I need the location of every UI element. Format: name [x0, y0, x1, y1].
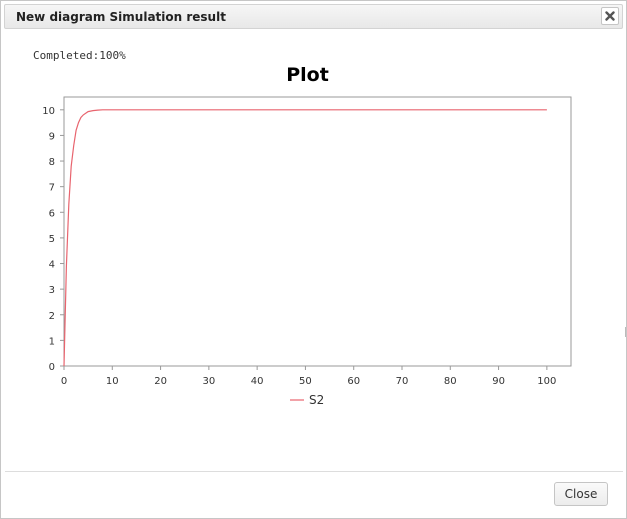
y-tick-label: 3: [49, 285, 55, 296]
y-tick-label: 4: [49, 260, 55, 271]
y-tick-label: 10: [42, 106, 55, 117]
x-tick-label: 40: [251, 376, 264, 387]
x-tick-label: 20: [154, 376, 167, 387]
footer-separator: [5, 471, 623, 472]
y-tick-label: 0: [49, 362, 55, 373]
x-tick-label: 30: [202, 376, 215, 387]
y-tick-label: 7: [49, 183, 55, 194]
x-tick-label: 70: [396, 376, 409, 387]
legend-label: S2: [309, 393, 324, 407]
close-x-glyph: [605, 11, 615, 21]
y-tick-label: 5: [49, 234, 55, 245]
dialog-titlebar[interactable]: New diagram Simulation result: [4, 4, 623, 29]
plot-frame: [63, 96, 572, 367]
y-tick-label: 9: [49, 131, 55, 142]
dialog-title: New diagram Simulation result: [16, 10, 226, 24]
x-tick-label: 50: [299, 376, 312, 387]
resize-handle[interactable]: [625, 327, 627, 337]
x-tick-label: 10: [106, 376, 119, 387]
x-tick-label: 60: [347, 376, 360, 387]
x-tick-label: 100: [537, 376, 556, 387]
y-tick-label: 1: [49, 336, 55, 347]
close-button[interactable]: Close: [554, 482, 608, 506]
chart-title: Plot: [286, 64, 329, 86]
y-tick-label: 8: [49, 157, 55, 168]
x-tick-label: 90: [492, 376, 505, 387]
series-line-s2: [63, 109, 547, 367]
x-tick-label: 80: [444, 376, 457, 387]
y-tick-label: 6: [49, 208, 55, 219]
y-tick-label: 2: [49, 311, 55, 322]
close-x-icon[interactable]: [601, 7, 619, 25]
x-tick-label: 0: [61, 376, 67, 387]
completion-status: Completed:100%: [33, 49, 126, 62]
